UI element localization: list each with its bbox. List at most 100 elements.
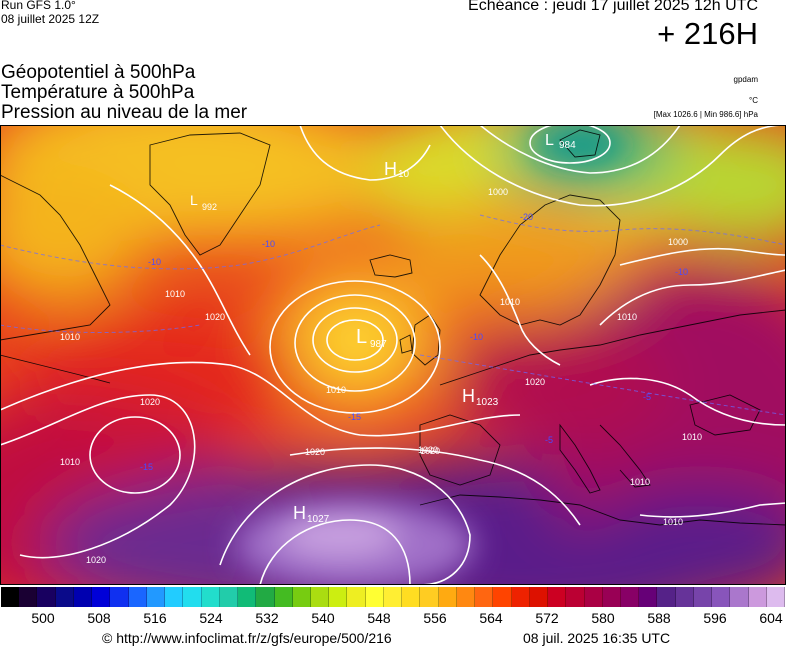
weather-map-svg: H 1023 H 1027 L 987 L 984 H 10 L 992 102… [0,125,786,585]
color-scale-swatch [365,587,384,607]
pressure-center-h-1027: H [293,503,306,523]
color-scale-swatch [183,587,202,607]
pressure-center-h-10: H [384,159,397,179]
color-scale-tick-label: 524 [199,610,223,626]
color-scale-swatch [693,587,713,607]
isobar-label: 1020 [525,377,545,387]
color-scale-swatch [274,587,293,607]
pressure-center-l-987: L [356,326,367,348]
isobar-label: 1010 [630,477,650,487]
isobar-label: 1010 [326,385,346,395]
color-scale-swatch [402,587,421,607]
pressure-center-h-1023-value: 1023 [476,397,499,408]
pressure-center-l-992: L [190,192,198,208]
pressure-range: [Max 1026.6 | Min 986.6] hPa [653,110,758,119]
unit-gpdam: gpdam [733,75,758,84]
color-scale-tick-label: 564 [479,610,503,626]
color-scale-tick-label: 516 [143,610,167,626]
isobar-label: 1010 [500,297,520,307]
color-scale-tick-label: 556 [423,610,447,626]
color-scale-swatch [529,587,549,607]
color-scale-swatch [219,587,239,607]
color-scale-swatch [438,587,457,607]
pressure-center-h-1027-value: 1027 [307,514,330,525]
color-scale-swatch [620,587,640,607]
color-scale-swatch [456,587,476,607]
pressure-center-h-1023: H [462,386,475,406]
color-scale-swatch [584,587,603,607]
color-scale-swatch [128,587,147,607]
generation-timestamp: 08 juil. 2025 16:35 UTC [523,630,671,646]
field-pressure: Pression au niveau de la mer [1,102,248,123]
isobar-label: 1010 [617,312,637,322]
color-scale-swatch [165,587,184,607]
field-geopotential: Géopotentiel à 500hPa [1,62,196,83]
color-scale-swatch [675,587,694,607]
temperature-label: -15 [348,412,361,422]
isobar-label: 1020 [305,447,325,457]
color-scale-swatch [73,587,93,607]
temperature-label: -10 [148,257,161,267]
color-scale-swatch [493,587,512,607]
isobar-label: 1010 [682,432,702,442]
temperature-label: -15 [140,462,153,472]
color-scale-swatch [639,587,658,607]
color-scale-swatch [146,587,166,607]
color-scale-swatch [566,587,585,607]
color-scale-swatch [347,587,366,607]
isobar-label: 1010 [60,457,80,467]
color-scale-tick-label: 596 [703,610,727,626]
pressure-center-l-987-value: 987 [370,339,387,350]
color-scale-swatch [1,587,20,607]
color-scale-tick-label: 604 [759,610,783,626]
color-scale-swatch [511,587,530,607]
pressure-center-l-992-value: 992 [202,202,217,212]
color-scale-swatch [712,587,731,607]
isobar-label: 1020 [140,397,160,407]
color-scale-swatch [657,587,676,607]
isobar-label: 1010 [165,289,185,299]
isobar-label: 1020 [420,446,440,456]
temperature-label: -10 [675,267,688,277]
color-scale-swatch [748,587,767,607]
temperature-label: -10 [470,332,483,342]
color-scale-tick-label: 548 [367,610,391,626]
isobar-label: 1020 [86,555,106,565]
color-scale-tick-label: 580 [591,610,615,626]
color-scale-swatch [602,587,621,607]
color-scale-swatch [37,587,56,607]
temperature-label: -10 [262,239,275,249]
color-scale-swatch [383,587,403,607]
color-scale [1,587,786,607]
color-scale-tick-label: 540 [311,610,335,626]
isobar-label: 1010 [60,332,80,342]
temperature-label: -20 [520,212,533,222]
isobar-label: 1000 [668,237,688,247]
temperature-label: -5 [643,392,651,402]
color-scale-tick-label: 500 [31,610,55,626]
field-temperature: Température à 500hPa [1,82,195,103]
color-scale-swatch [730,587,749,607]
color-scale-swatch [92,587,111,607]
pressure-center-h-10-value: 10 [398,169,410,180]
color-scale-tick-label: 588 [647,610,671,626]
color-scale-swatch [766,587,786,607]
isobar-label: 1000 [488,187,508,197]
run-date: 08 juillet 2025 12Z [1,12,100,26]
color-scale-swatch [238,587,257,607]
pressure-center-l-984-value: 984 [559,140,576,151]
color-scale-tick-label: 508 [87,610,111,626]
isobar-label: 1020 [205,312,225,322]
temperature-label: -5 [545,435,553,445]
color-scale-swatch [548,587,567,607]
color-scale-swatch [256,587,275,607]
color-scale-tick-label: 532 [255,610,279,626]
copyright-url: © http://www.infoclimat.fr/z/gfs/europe/… [102,630,392,646]
isobar-label: 1020 [418,445,438,455]
color-scale-swatch [475,587,494,607]
weather-map: H 1023 H 1027 L 987 L 984 H 10 L 992 102… [0,125,786,585]
color-scale-swatch [201,587,220,607]
color-scale-tick-label: 572 [535,610,559,626]
color-scale-swatch [19,587,38,607]
color-scale-swatch [329,587,348,607]
